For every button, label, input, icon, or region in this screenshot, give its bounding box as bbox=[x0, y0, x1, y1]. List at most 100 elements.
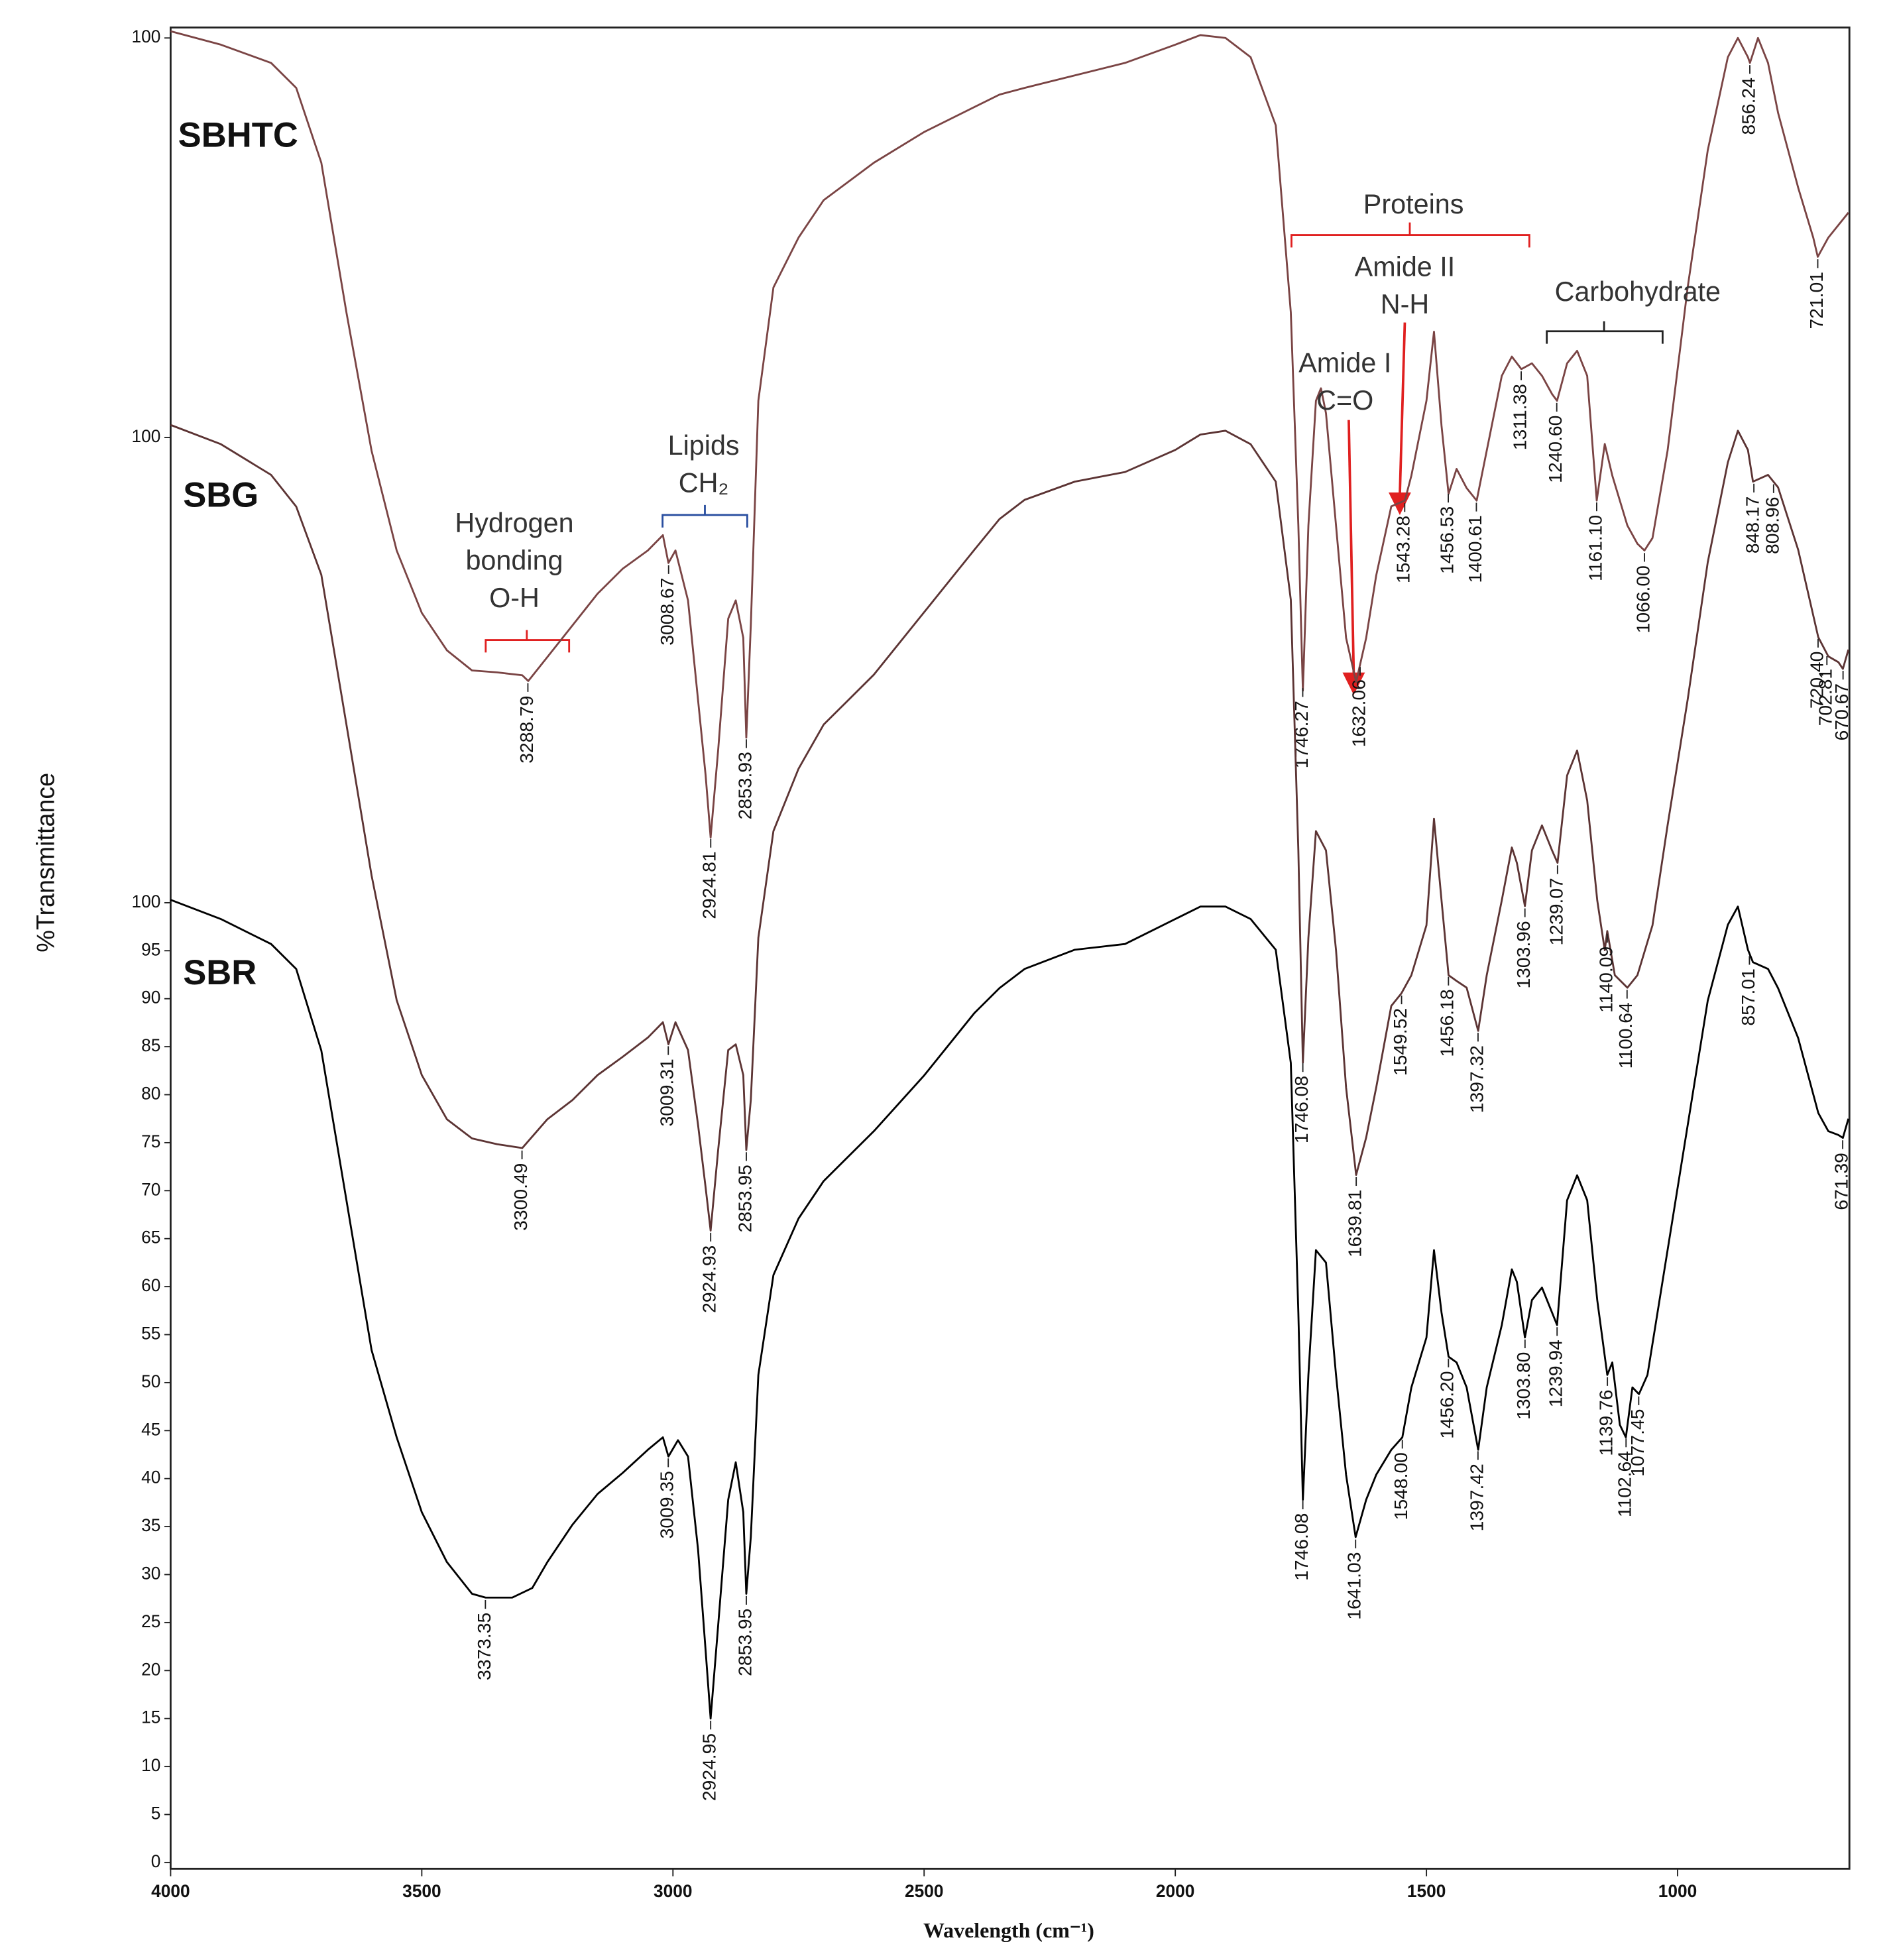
y-tick-label: 30 bbox=[141, 1563, 160, 1583]
annotation: O-H bbox=[489, 583, 540, 613]
peak-label: 1456.18 bbox=[1436, 989, 1458, 1057]
arrow-head bbox=[1342, 672, 1365, 695]
peak-label: 1397.32 bbox=[1465, 1045, 1487, 1113]
y-tick-label: 25 bbox=[141, 1611, 160, 1631]
series-label: SBG bbox=[183, 475, 258, 514]
peak-label: 3009.31 bbox=[656, 1059, 677, 1126]
annotation: Amide I bbox=[1298, 348, 1391, 378]
peak-label: 1066.00 bbox=[1633, 565, 1654, 633]
y-tick-label: 80 bbox=[141, 1083, 160, 1103]
arrow bbox=[1348, 420, 1355, 675]
peak-label: 3008.67 bbox=[656, 578, 677, 646]
annotation: N-H bbox=[1381, 289, 1429, 319]
annotation: C=O bbox=[1316, 385, 1373, 416]
peak-label: 1239.07 bbox=[1545, 878, 1566, 945]
peak-label: 1303.96 bbox=[1513, 921, 1534, 988]
y-tick-label: 90 bbox=[141, 988, 160, 1008]
annotation: bonding bbox=[465, 546, 563, 576]
peak-label: 856.24 bbox=[1737, 78, 1758, 135]
peak-label: 702.81 bbox=[1815, 669, 1836, 726]
y-tick-label: 100 bbox=[131, 892, 160, 911]
plot-frame bbox=[170, 27, 1851, 1870]
x-tick-label: 3500 bbox=[402, 1881, 441, 1901]
y-axis-label: %Transmittance bbox=[31, 773, 59, 952]
y-tick-label: 10 bbox=[141, 1755, 160, 1775]
peak-label: 3373.35 bbox=[473, 1613, 494, 1680]
peak-label: 671.39 bbox=[1831, 1153, 1852, 1210]
annotation: Carbohydrate bbox=[1555, 276, 1721, 307]
peak-label: 1139.76 bbox=[1595, 1390, 1617, 1456]
peak-label: 1456.20 bbox=[1436, 1371, 1458, 1438]
peak-label: 720.40 bbox=[1806, 652, 1827, 709]
bracket bbox=[1291, 222, 1530, 248]
peak-label: 848.17 bbox=[1742, 496, 1763, 553]
peak-label: 3009.35 bbox=[656, 1471, 677, 1538]
peak-label: 1140.09 bbox=[1595, 947, 1616, 1013]
y-tick-label: 85 bbox=[141, 1035, 160, 1055]
annotation: Amide II bbox=[1355, 251, 1456, 282]
peak-label: 1548.00 bbox=[1390, 1452, 1411, 1520]
peak-label: 1077.45 bbox=[1627, 1409, 1648, 1477]
x-tick-label: 1500 bbox=[1407, 1881, 1446, 1901]
peak-label: 2924.95 bbox=[699, 1733, 720, 1801]
spectrum-line bbox=[170, 899, 1850, 1720]
x-tick-label: 3000 bbox=[654, 1881, 693, 1901]
peak-label: 2924.93 bbox=[699, 1245, 720, 1313]
y-tick-label: 40 bbox=[141, 1468, 160, 1487]
peak-label: 1632.06 bbox=[1348, 679, 1369, 747]
peak-label: 2853.95 bbox=[734, 1165, 755, 1232]
y-tick-label: 95 bbox=[141, 939, 160, 959]
y-tick-label: 75 bbox=[141, 1131, 160, 1151]
peak-label: 670.67 bbox=[1831, 683, 1852, 740]
peak-label: 1746.08 bbox=[1291, 1513, 1312, 1581]
peak-label: 1240.60 bbox=[1544, 416, 1566, 483]
peak-label: 2924.81 bbox=[699, 851, 720, 919]
peak-label: 1100.64 bbox=[1615, 1002, 1636, 1068]
peak-label: 2853.93 bbox=[734, 752, 755, 819]
peak-label: 1456.53 bbox=[1436, 506, 1458, 574]
annotation: CH₂ bbox=[679, 468, 729, 498]
peak-label: 1239.94 bbox=[1545, 1340, 1566, 1407]
annotation: Lipids bbox=[668, 430, 740, 461]
x-tick-label: 1000 bbox=[1658, 1881, 1697, 1901]
y-tick-label: 15 bbox=[141, 1707, 160, 1727]
x-tick-label: 4000 bbox=[151, 1881, 190, 1901]
y-tick-label: 5 bbox=[151, 1803, 161, 1823]
y-tick-label: 60 bbox=[141, 1275, 160, 1295]
annotation: Proteins bbox=[1363, 189, 1464, 219]
x-axis-label: Wavelength (cm⁻¹) bbox=[923, 1918, 1094, 1942]
y-tick-label: 55 bbox=[141, 1323, 160, 1343]
y-tick-label: 0 bbox=[151, 1851, 161, 1871]
peak-label: 808.96 bbox=[1761, 496, 1782, 553]
bracket bbox=[485, 630, 571, 653]
bracket bbox=[661, 504, 748, 528]
y-tick-label: 65 bbox=[141, 1228, 160, 1247]
y-tick-label: 35 bbox=[141, 1515, 160, 1535]
peak-label: 1102.64 bbox=[1614, 1451, 1635, 1517]
peak-label: 1543.28 bbox=[1393, 516, 1414, 583]
peak-label: 1303.80 bbox=[1513, 1352, 1534, 1420]
bracket bbox=[1546, 321, 1664, 344]
peak-label: 3300.49 bbox=[510, 1163, 531, 1231]
peak-label: 721.01 bbox=[1806, 272, 1827, 329]
peak-label: 1161.10 bbox=[1584, 515, 1605, 581]
peak-label: 1549.52 bbox=[1389, 1008, 1410, 1076]
peak-label: 3288.79 bbox=[516, 695, 537, 763]
arrow-head bbox=[1389, 492, 1411, 515]
y-tick-label: 50 bbox=[141, 1371, 160, 1391]
peak-label: 2853.95 bbox=[734, 1609, 755, 1676]
peak-label: 1311.38 bbox=[1509, 384, 1530, 450]
x-tick-label: 2000 bbox=[1156, 1881, 1195, 1901]
annotation: Hydrogen bbox=[455, 508, 573, 538]
peak-label: 1397.42 bbox=[1465, 1464, 1487, 1531]
spectrum-line bbox=[170, 424, 1850, 1232]
y-tick-label: 20 bbox=[141, 1659, 160, 1679]
x-tick-label: 2500 bbox=[905, 1881, 944, 1901]
series-label: SBHTC bbox=[178, 115, 298, 154]
y-tick-label: 45 bbox=[141, 1419, 160, 1439]
peak-label: 1400.61 bbox=[1464, 515, 1485, 583]
peak-label: 1639.81 bbox=[1344, 1190, 1365, 1257]
y-tick-label: 100 bbox=[131, 27, 160, 46]
y-tick-label: 70 bbox=[141, 1179, 160, 1199]
